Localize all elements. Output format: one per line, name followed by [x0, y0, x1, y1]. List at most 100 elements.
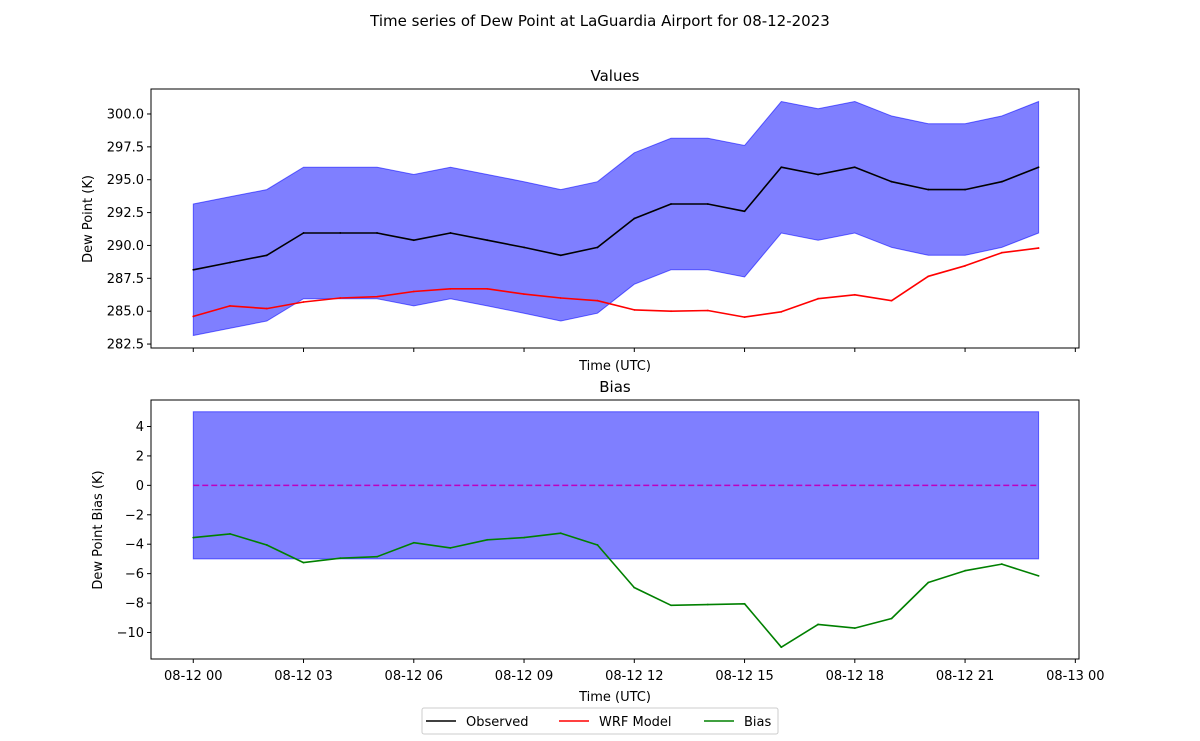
bias-point — [1000, 563, 1003, 565]
wrf-model-point — [743, 316, 746, 319]
bias-x-tick-label: 08-12 21 — [936, 669, 994, 684]
wrf-model-point — [339, 297, 342, 299]
bias-point — [743, 602, 746, 605]
values-y-tick-label: 290.0 — [107, 239, 144, 254]
wrf-model-point — [486, 287, 489, 290]
bias-uncertainty-band — [192, 411, 1040, 560]
observed-point — [559, 254, 562, 257]
bias-point — [670, 604, 672, 607]
bias-point — [596, 544, 599, 546]
bias-point — [559, 532, 562, 535]
observed-point — [229, 261, 231, 264]
wrf-model-point — [817, 297, 819, 300]
bias-point — [339, 557, 342, 560]
values-panel: Values Time (UTC) Dew Point (K) 282.5 285… — [81, 67, 1080, 374]
observed-point — [780, 166, 783, 169]
bias-panel: Bias Time (UTC) Dew Point Bias (K) −10 −8… — [91, 378, 1105, 705]
wrf-model-point — [412, 290, 415, 293]
values-uncertainty-band — [192, 100, 1040, 337]
legend-label-model: WRF Model — [599, 715, 672, 730]
observed-point — [265, 254, 268, 257]
wrf-model-series-line — [193, 247, 1039, 318]
wrf-model-point — [376, 295, 378, 298]
wrf-model-point — [523, 293, 525, 295]
observed-point — [449, 232, 452, 234]
bias-y-tick-label: 4 — [136, 420, 144, 435]
bias-x-tick-label: 08-12 09 — [495, 669, 553, 684]
observed-point — [302, 232, 305, 234]
values-y-tick-label: 287.5 — [107, 272, 144, 287]
bias-point — [706, 603, 709, 606]
wrf-model-point — [853, 293, 856, 296]
wrf-model-point — [559, 297, 562, 299]
wrf-model-point — [706, 309, 709, 312]
observed-point — [706, 203, 709, 205]
values-y-tick-label: 300.0 — [107, 107, 144, 122]
observed-series-line — [193, 166, 1039, 271]
values-y-axis-label: Dew Point (K) — [81, 175, 96, 263]
observed-point — [964, 188, 966, 191]
bias-y-tick-label: 2 — [136, 449, 144, 464]
observed-point — [1000, 180, 1003, 183]
bias-point — [890, 617, 893, 620]
bias-point — [964, 569, 966, 572]
values-panel-title: Values — [590, 67, 639, 85]
bias-y-axis-label: Dew Point Bias (K) — [91, 470, 106, 589]
bias-x-tick-label: 08-12 15 — [715, 669, 773, 684]
values-x-axis-label: Time (UTC) — [578, 359, 651, 374]
bias-point — [192, 536, 195, 539]
observed-point — [339, 232, 342, 234]
wrf-model-point — [1037, 247, 1040, 249]
observed-point — [890, 180, 893, 183]
bias-axes-frame — [150, 399, 1080, 660]
legend: Observed WRF Model Bias — [421, 707, 779, 735]
figure-title: Time series of Dew Point at LaGuardia Ai… — [369, 12, 830, 30]
bias-point — [817, 623, 819, 626]
bias-y-tick-label: −2 — [125, 508, 144, 523]
bias-point — [449, 546, 452, 549]
values-y-tick-label: 295.0 — [107, 173, 144, 188]
bias-point — [229, 533, 231, 535]
bias-x-tick-label: 08-12 03 — [274, 669, 332, 684]
values-y-tick-label: 297.5 — [107, 140, 144, 155]
bias-point — [412, 541, 415, 544]
bias-point — [376, 555, 378, 558]
observed-point — [633, 217, 636, 220]
wrf-model-point — [265, 307, 268, 310]
bias-x-tick-label: 08-13 00 — [1046, 669, 1104, 684]
values-y-tick-label: 282.5 — [107, 338, 144, 353]
bias-point — [302, 561, 305, 564]
bias-x-tick-label: 08-12 00 — [164, 669, 222, 684]
wrf-model-point — [192, 315, 195, 318]
observed-point — [743, 210, 746, 213]
bias-point — [523, 536, 525, 539]
bias-x-tick-label: 08-12 12 — [605, 669, 663, 684]
bias-point — [633, 586, 636, 589]
bias-point — [927, 581, 930, 584]
wrf-model-point — [302, 301, 305, 303]
wrf-model-point — [1000, 251, 1003, 254]
values-y-tick-label: 285.0 — [107, 305, 144, 320]
bias-y-tick-label: −10 — [117, 626, 144, 641]
observed-point — [412, 239, 415, 242]
wrf-model-point — [449, 287, 452, 290]
bias-x-axis-label: Time (UTC) — [578, 690, 651, 705]
observed-point — [927, 188, 930, 191]
observed-point — [523, 246, 525, 249]
wrf-model-point — [596, 299, 599, 302]
legend-label-observed: Observed — [466, 715, 529, 730]
wrf-model-point — [964, 264, 966, 267]
bias-x-tick-label: 08-12 06 — [385, 669, 443, 684]
wrf-model-point — [670, 310, 672, 313]
legend-label-bias: Bias — [744, 715, 771, 730]
bias-y-tick-label: 0 — [136, 479, 144, 494]
bias-point — [853, 627, 856, 629]
bias-point — [1037, 574, 1040, 577]
values-axes-frame — [150, 88, 1080, 349]
wrf-model-point — [890, 299, 893, 302]
bias-panel-title: Bias — [599, 378, 631, 396]
wrf-model-point — [780, 310, 783, 313]
legend-frame — [421, 707, 779, 735]
observed-point — [670, 203, 672, 205]
